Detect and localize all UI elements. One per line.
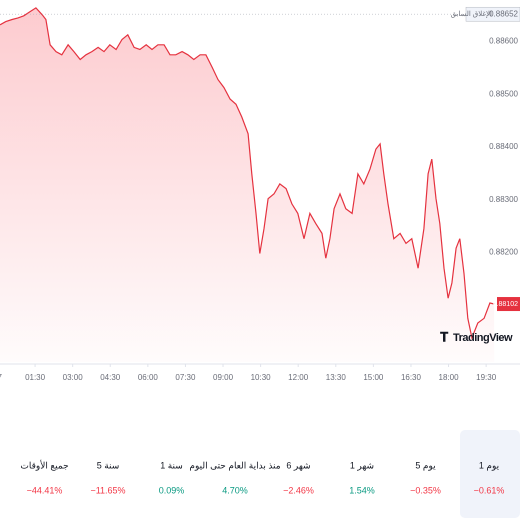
x-tick-label: 16:30 xyxy=(401,373,422,382)
previous-close-name: الإغلاق السابق xyxy=(451,10,492,18)
line xyxy=(0,7,495,340)
x-tick-label: 04:30 xyxy=(100,373,121,382)
brand: TradingView xyxy=(453,332,513,344)
x-tick-label: 19:30 xyxy=(476,373,497,382)
last-price-label: 0.88102 xyxy=(493,301,518,308)
period-change: −2.46% xyxy=(283,485,314,495)
x-tick-label: 12:00 xyxy=(288,373,309,382)
period-change: 0.09% xyxy=(159,485,185,495)
brand-icon: 𝐓 xyxy=(440,329,449,344)
previous-close-value: 0.88652 xyxy=(489,9,518,18)
period-label: 1 شهر xyxy=(350,460,374,471)
selected-period xyxy=(460,430,520,518)
y-tick-label: 0.88300 xyxy=(489,195,518,204)
x-tick-label: 15:00 xyxy=(363,373,384,382)
period-label: 1 سنة xyxy=(160,460,183,470)
x-tick-label: 27 xyxy=(0,373,2,382)
period-label: 5 يوم xyxy=(415,460,436,471)
period-change: 1.54% xyxy=(349,485,375,495)
x-tick-label: 01:30 xyxy=(25,373,46,382)
period-change: 4.70% xyxy=(222,485,248,495)
previous-close-box xyxy=(465,6,520,22)
area xyxy=(0,7,495,363)
y-tick-label: 0.88500 xyxy=(489,89,518,98)
period-change: −0.61% xyxy=(474,485,505,495)
x-tick-label: 06:00 xyxy=(138,373,159,382)
x-tick-label: 18:00 xyxy=(439,373,460,382)
period-label: منذ بداية العام حتى اليوم xyxy=(189,460,280,471)
x-tick-label: 10:30 xyxy=(251,373,272,382)
period-label: جميع الأوقات xyxy=(20,459,68,471)
period-change: −0.35% xyxy=(410,485,441,495)
y-tick-label: 0.88200 xyxy=(489,248,518,257)
x-tick-label: 03:00 xyxy=(63,373,84,382)
last-price-box xyxy=(497,297,520,312)
y-tick-label: 0.88600 xyxy=(489,37,518,46)
x-tick-label: 13:30 xyxy=(326,373,347,382)
x-tick-label: 09:00 xyxy=(213,373,234,382)
period-label: 1 يوم xyxy=(479,460,500,471)
period-label: 5 سنة xyxy=(97,460,120,470)
x-tick-label: 07:30 xyxy=(175,373,196,382)
period-change: −44.41% xyxy=(27,485,63,495)
period-change: −11.65% xyxy=(90,485,125,495)
period-label: 6 شهر xyxy=(286,460,310,471)
y-tick-label: 0.88400 xyxy=(489,142,518,151)
